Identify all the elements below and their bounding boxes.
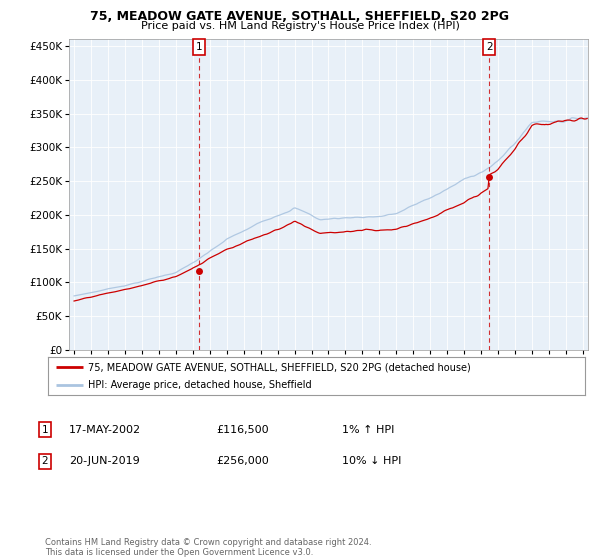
- Text: 20-JUN-2019: 20-JUN-2019: [69, 456, 140, 466]
- Text: 2: 2: [41, 456, 49, 466]
- Text: 10% ↓ HPI: 10% ↓ HPI: [342, 456, 401, 466]
- Text: Price paid vs. HM Land Registry's House Price Index (HPI): Price paid vs. HM Land Registry's House …: [140, 21, 460, 31]
- Text: 2: 2: [486, 42, 493, 52]
- Text: 75, MEADOW GATE AVENUE, SOTHALL, SHEFFIELD, S20 2PG (detached house): 75, MEADOW GATE AVENUE, SOTHALL, SHEFFIE…: [88, 362, 471, 372]
- Text: 1% ↑ HPI: 1% ↑ HPI: [342, 424, 394, 435]
- Text: £256,000: £256,000: [216, 456, 269, 466]
- Text: Contains HM Land Registry data © Crown copyright and database right 2024.
This d: Contains HM Land Registry data © Crown c…: [45, 538, 371, 557]
- Text: 1: 1: [196, 42, 203, 52]
- Text: HPI: Average price, detached house, Sheffield: HPI: Average price, detached house, Shef…: [88, 380, 312, 390]
- Text: 17-MAY-2002: 17-MAY-2002: [69, 424, 141, 435]
- Text: 75, MEADOW GATE AVENUE, SOTHALL, SHEFFIELD, S20 2PG: 75, MEADOW GATE AVENUE, SOTHALL, SHEFFIE…: [91, 10, 509, 23]
- Text: 1: 1: [41, 424, 49, 435]
- Text: £116,500: £116,500: [216, 424, 269, 435]
